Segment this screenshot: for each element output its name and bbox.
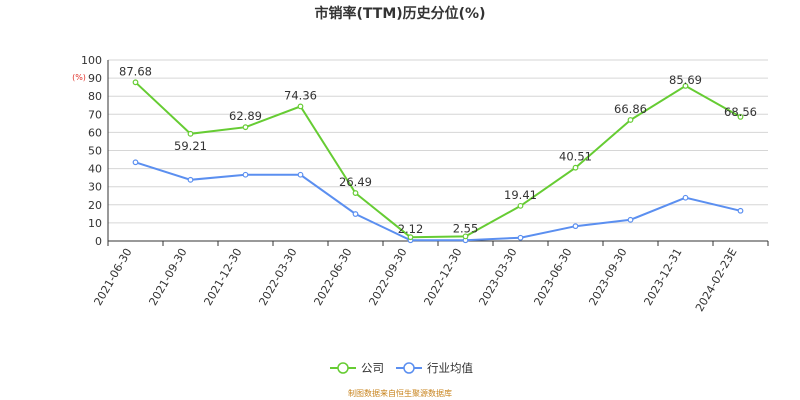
data-label: 40.51	[559, 150, 592, 164]
data-point	[407, 234, 414, 241]
data-label: 66.86	[614, 102, 647, 116]
legend-label: 行业均值	[427, 361, 473, 375]
data-label: 87.68	[119, 64, 152, 78]
data-labels: 87.68 59.21 62.89 74.36 26.49 2.12 2.55 19.41 40…	[119, 64, 757, 236]
data-point	[242, 171, 249, 178]
legend-label: 公司	[361, 361, 384, 375]
y-tick-label: 10	[88, 217, 102, 230]
data-point	[187, 176, 194, 183]
y-tick-label: 60	[88, 126, 102, 139]
x-tick-label: 2021-09-30	[146, 246, 189, 308]
y-tick-label: 20	[88, 199, 102, 212]
x-tick-label: 2023-03-30	[476, 246, 519, 308]
data-label: 26.49	[339, 175, 372, 189]
data-point	[297, 103, 304, 110]
y-tick-label: 50	[88, 145, 102, 158]
data-point	[242, 124, 249, 131]
x-tick-label: 2024-02-23E	[693, 246, 740, 314]
data-label: 62.89	[229, 109, 262, 123]
data-label: 2.55	[453, 221, 479, 235]
y-tick-label: 90	[88, 72, 102, 85]
y-tick-label: 80	[88, 90, 102, 103]
x-tick-label: 2023-12-31	[641, 246, 684, 308]
data-point	[132, 79, 139, 86]
data-point	[682, 83, 689, 89]
data-label: 19.41	[504, 188, 537, 202]
series-line-0	[134, 81, 741, 239]
x-tick-label: 2022-03-30	[256, 246, 299, 308]
y-tick-label: 30	[88, 181, 102, 194]
data-point	[627, 216, 634, 223]
data-point	[352, 190, 359, 196]
x-tick-label: 2021-12-30	[201, 246, 244, 308]
data-point	[737, 207, 744, 214]
data-point	[132, 159, 139, 166]
data-point	[572, 223, 579, 230]
data-label: 68.56	[724, 105, 757, 119]
x-tick-label: 2022-12-30	[421, 246, 464, 308]
legend-marker	[403, 362, 415, 374]
x-tick-label: 2022-06-30	[311, 246, 354, 308]
data-point	[572, 164, 579, 171]
data-point	[517, 234, 524, 241]
source-note: 制图数据来自恒生聚源数据库	[348, 388, 452, 398]
legend-marker	[337, 362, 349, 374]
y-tick-label: 0	[95, 235, 102, 248]
x-tick-label: 2023-06-30	[531, 246, 574, 308]
chart-title: 市销率(TTM)历史分位(%)	[315, 5, 486, 22]
legend: 公司 行业均值	[330, 361, 473, 375]
x-tick-label: 2022-09-30	[366, 246, 409, 308]
data-label: 85.69	[669, 73, 702, 87]
x-tick-label: 2021-06-30	[91, 246, 134, 308]
grid	[108, 59, 768, 242]
data-label: 74.36	[284, 88, 317, 102]
x-tick-label: 2023-09-30	[586, 246, 629, 308]
data-label: 59.21	[174, 139, 207, 153]
data-point	[462, 233, 469, 240]
data-point	[297, 171, 304, 178]
y-tick-label: 100	[81, 54, 102, 67]
data-point	[517, 202, 524, 209]
series-line-1	[135, 161, 741, 242]
data-point	[627, 117, 634, 123]
y-tick-label: 70	[88, 108, 102, 121]
data-point	[352, 211, 359, 217]
y-axis-unit: (%)	[72, 73, 86, 82]
data-label: 2.12	[398, 222, 424, 236]
data-point	[187, 130, 194, 137]
axes: 0 10 20 30 40 50 60 70 80 90 100 2021-06-30 2021-09-…	[81, 54, 769, 314]
data-point	[682, 194, 689, 201]
series-layer	[132, 79, 744, 244]
data-point	[737, 114, 744, 120]
y-tick-label: 40	[88, 163, 102, 176]
